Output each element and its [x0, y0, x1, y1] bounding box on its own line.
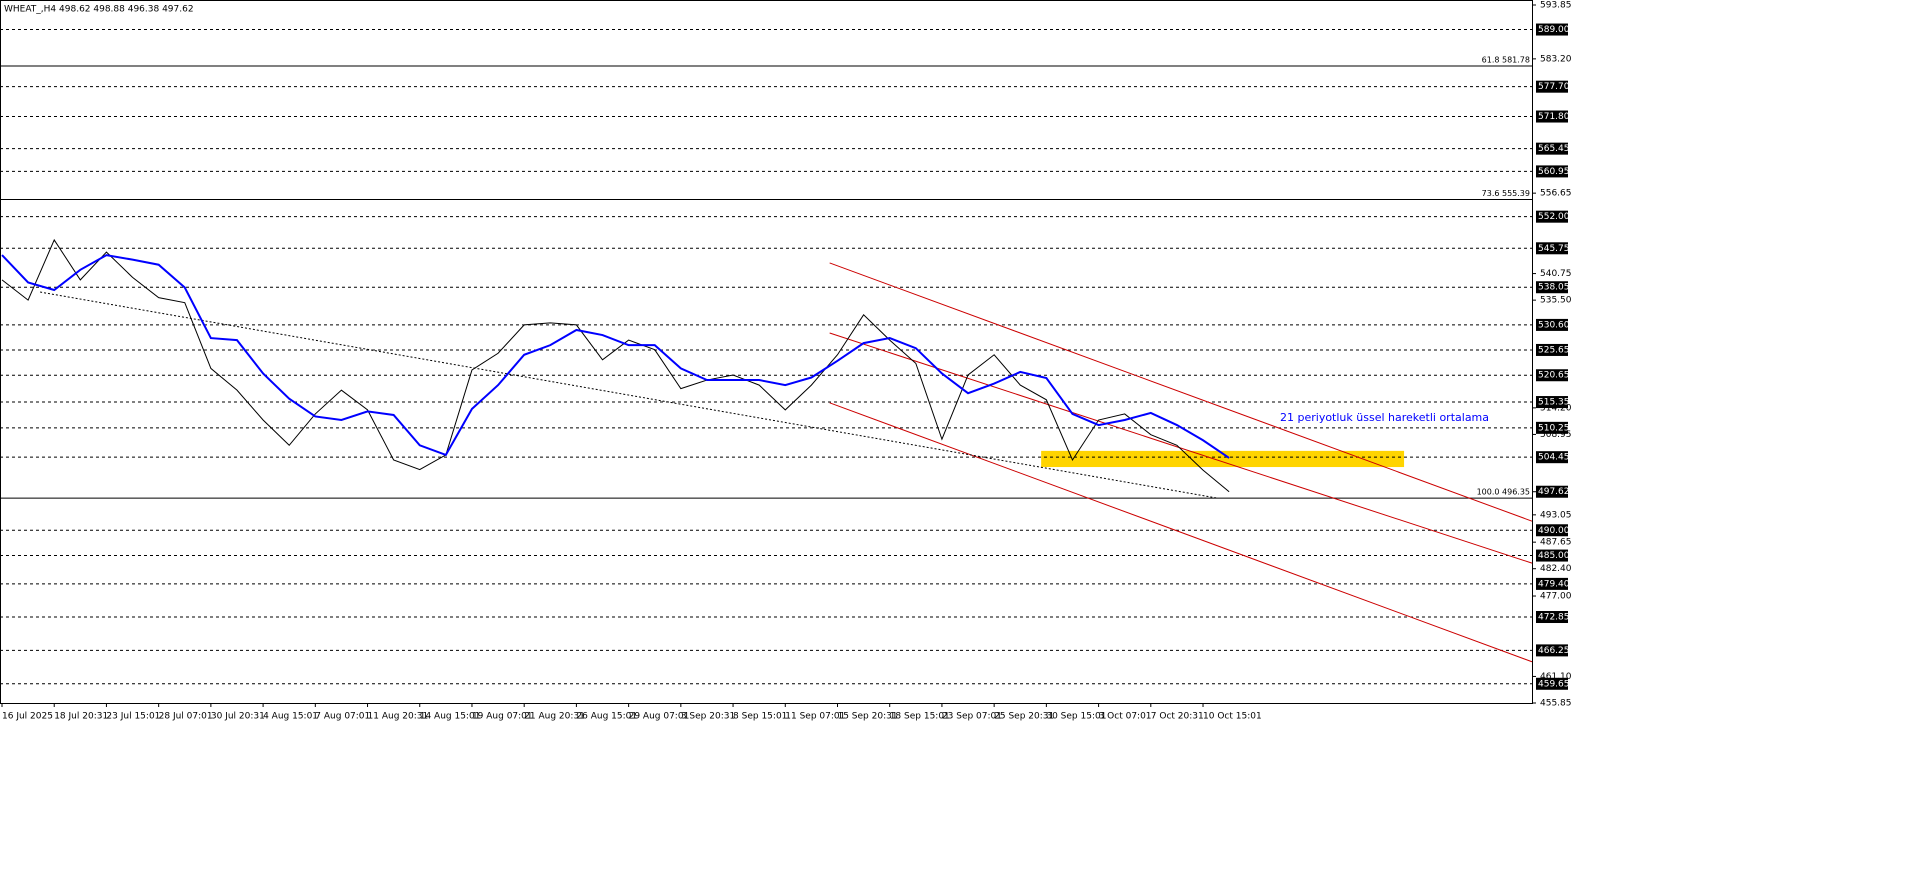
y-tick-label: 477.00 [1540, 592, 1572, 602]
level-box [1536, 451, 1568, 464]
level-label: 504.45 [1538, 453, 1570, 463]
x-tick-label: 14 Aug 15:01 [420, 712, 481, 722]
y-tick-label: 508.95 [1540, 430, 1572, 440]
x-tick-label: 21 Aug 20:31 [524, 712, 585, 722]
x-tick-label: 26 Aug 15:01 [576, 712, 637, 722]
y-tick-label: 556.65 [1540, 189, 1572, 199]
x-tick-label: 3 Sep 20:31 [681, 712, 735, 722]
level-label: 571.80 [1538, 112, 1570, 122]
x-tick-label: 30 Jul 20:31 [211, 712, 265, 722]
level-label: 577.70 [1538, 82, 1570, 92]
channel-line [829, 332, 1533, 564]
y-tick-label: 535.50 [1540, 296, 1572, 306]
level-label: 520.65 [1538, 371, 1570, 381]
x-tick-label: 11 Aug 20:31 [368, 712, 429, 722]
x-tick-label: 8 Sep 15:01 [733, 712, 787, 722]
y-tick-label: 482.40 [1540, 564, 1572, 574]
last-price-box [1536, 485, 1568, 498]
level-box [1536, 611, 1568, 624]
level-box [1536, 23, 1568, 36]
x-tick-label: 16 Jul 2025 [2, 712, 53, 722]
chart-title: WHEAT_,H4 498.62 498.88 496.38 497.62 [4, 5, 194, 15]
fibo-label: 61.8 581.78 [1482, 56, 1530, 65]
level-label: 479.40 [1538, 579, 1570, 589]
level-label: 545.75 [1538, 244, 1570, 254]
channel-line [829, 402, 1533, 663]
level-label: 459.65 [1538, 679, 1570, 689]
y-tick-label: 540.75 [1540, 269, 1572, 279]
channel-line [829, 262, 1533, 522]
ema-line [1, 254, 1230, 459]
x-tick-label: 18 Sep 15:01 [890, 712, 950, 722]
level-label: 510.25 [1538, 423, 1570, 433]
level-label: 552.00 [1538, 212, 1570, 222]
y-tick-label: 514.20 [1540, 403, 1572, 413]
level-box [1536, 110, 1568, 123]
price-line [1, 238, 1230, 493]
level-label: 538.05 [1538, 283, 1570, 293]
level-label: 485.00 [1538, 551, 1570, 561]
level-box [1536, 369, 1568, 382]
x-tick-label: 15 Sep 20:31 [837, 712, 897, 722]
level-label: 515.35 [1538, 398, 1570, 408]
level-label: 530.60 [1538, 320, 1570, 330]
x-tick-label: 29 Aug 07:01 [629, 712, 690, 722]
last-price-label: 497.62 [1538, 487, 1570, 497]
level-label: 525.65 [1538, 345, 1570, 355]
x-tick-label: 19 Aug 07:01 [472, 712, 533, 722]
level-box [1536, 421, 1568, 434]
y-tick-label: 455.85 [1540, 699, 1572, 709]
fibo-label: 100.0 496.35 [1477, 488, 1530, 497]
level-box [1536, 210, 1568, 223]
level-box [1536, 343, 1568, 356]
fibo-label: 73.6 555.39 [1482, 189, 1530, 198]
zone [1041, 450, 1405, 468]
x-tick-label: 28 Jul 07:01 [159, 712, 213, 722]
level-box [1536, 142, 1568, 155]
annotation: 21 periyotluk üssel hareketli ortalama [1280, 411, 1489, 424]
x-tick-label: 25 Sep 20:31 [994, 712, 1054, 722]
level-label: 472.85 [1538, 613, 1570, 623]
level-box [1536, 524, 1568, 537]
level-box [1536, 644, 1568, 657]
x-tick-label: 3 Oct 07:01 [1099, 712, 1152, 722]
level-box [1536, 80, 1568, 93]
level-box [1536, 396, 1568, 409]
level-box [1536, 318, 1568, 331]
level-box [1536, 677, 1568, 690]
level-label: 589.00 [1538, 25, 1570, 35]
x-tick-label: 7 Aug 07:01 [315, 712, 370, 722]
y-tick-label: 493.05 [1540, 510, 1572, 520]
level-box [1536, 242, 1568, 255]
level-label: 490.00 [1538, 526, 1570, 536]
x-tick-label: 7 Oct 20:31 [1151, 712, 1204, 722]
level-box [1536, 577, 1568, 590]
y-tick-label: 593.85 [1540, 1, 1572, 11]
x-tick-label: 11 Sep 07:01 [785, 712, 845, 722]
level-box [1536, 165, 1568, 178]
y-tick-label: 487.65 [1540, 538, 1572, 548]
x-tick-label: 30 Sep 15:01 [1046, 712, 1106, 722]
x-tick-label: 10 Oct 15:01 [1203, 712, 1262, 722]
level-box [1536, 549, 1568, 562]
plot-frame [0, 0, 1533, 704]
level-label: 466.25 [1538, 646, 1570, 656]
y-tick-label: 461.10 [1540, 672, 1572, 682]
x-tick-label: 23 Jul 15:01 [106, 712, 160, 722]
y-tick-label: 583.20 [1540, 54, 1572, 64]
x-tick-label: 4 Aug 15:01 [263, 712, 318, 722]
trendline [40, 291, 1217, 499]
level-box [1536, 281, 1568, 294]
x-tick-label: 18 Jul 20:31 [54, 712, 108, 722]
level-label: 560.95 [1538, 167, 1570, 177]
x-tick-label: 23 Sep 07:01 [942, 712, 1002, 722]
level-label: 565.45 [1538, 144, 1570, 154]
